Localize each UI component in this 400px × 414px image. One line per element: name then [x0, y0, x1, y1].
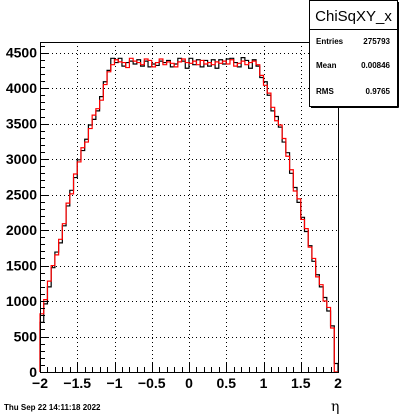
axis-ticks — [40, 46, 339, 373]
plot-frame — [40, 42, 339, 373]
x-tick-label: −2 — [32, 375, 48, 391]
grid-lines — [40, 42, 338, 372]
y-tick-label: 1000 — [6, 293, 37, 309]
x-tick-label: 1.5 — [291, 375, 311, 391]
histogram-series-1 — [39, 57, 338, 373]
x-tick-label: 2 — [334, 375, 342, 391]
x-tick-label: 0.5 — [217, 375, 237, 391]
y-tick-label: 3000 — [6, 151, 37, 167]
x-tick-label: −0.5 — [138, 375, 166, 391]
x-tick-labels: −2 −1.5 −1 −0.5 0 0.5 1 1.5 2 — [32, 375, 342, 391]
y-tick-labels: 0 500 1000 1500 2000 2500 3000 3500 4000 4500 — [6, 45, 37, 380]
y-tick-label: 4500 — [6, 45, 37, 61]
y-tick-label: 2000 — [6, 222, 37, 238]
x-axis-title: η — [331, 399, 339, 414]
stats-mean-value: 0.00846 — [361, 61, 390, 70]
stats-rms-label: RMS — [316, 87, 334, 96]
y-tick-label: 1500 — [6, 258, 37, 274]
stats-mean-label: Mean — [316, 61, 337, 70]
y-tick-label: 3500 — [6, 116, 37, 132]
stats-rms-value: 0.9765 — [366, 87, 391, 96]
stats-entries-value: 275793 — [363, 37, 390, 46]
x-tick-label: 1 — [260, 375, 268, 391]
x-tick-label: 0 — [185, 375, 193, 391]
stats-entries-label: Entries — [316, 37, 344, 46]
y-tick-label: 500 — [14, 329, 38, 345]
y-tick-label: 0 — [29, 364, 37, 380]
x-tick-label: −1 — [107, 375, 123, 391]
y-tick-label: 4000 — [6, 80, 37, 96]
histogram-series — [39, 57, 339, 373]
x-tick-label: −1.5 — [63, 375, 91, 391]
y-tick-label: 2500 — [6, 187, 37, 203]
stats-box-title: ChiSqXY_x — [315, 8, 392, 25]
stats-box-frame — [309, 0, 398, 107]
stats-box: ChiSqXY_x Entries 275793 Mean 0.00846 RM… — [309, 0, 399, 108]
footer-timestamp: Thu Sep 22 14:11:18 2022 — [4, 403, 101, 412]
